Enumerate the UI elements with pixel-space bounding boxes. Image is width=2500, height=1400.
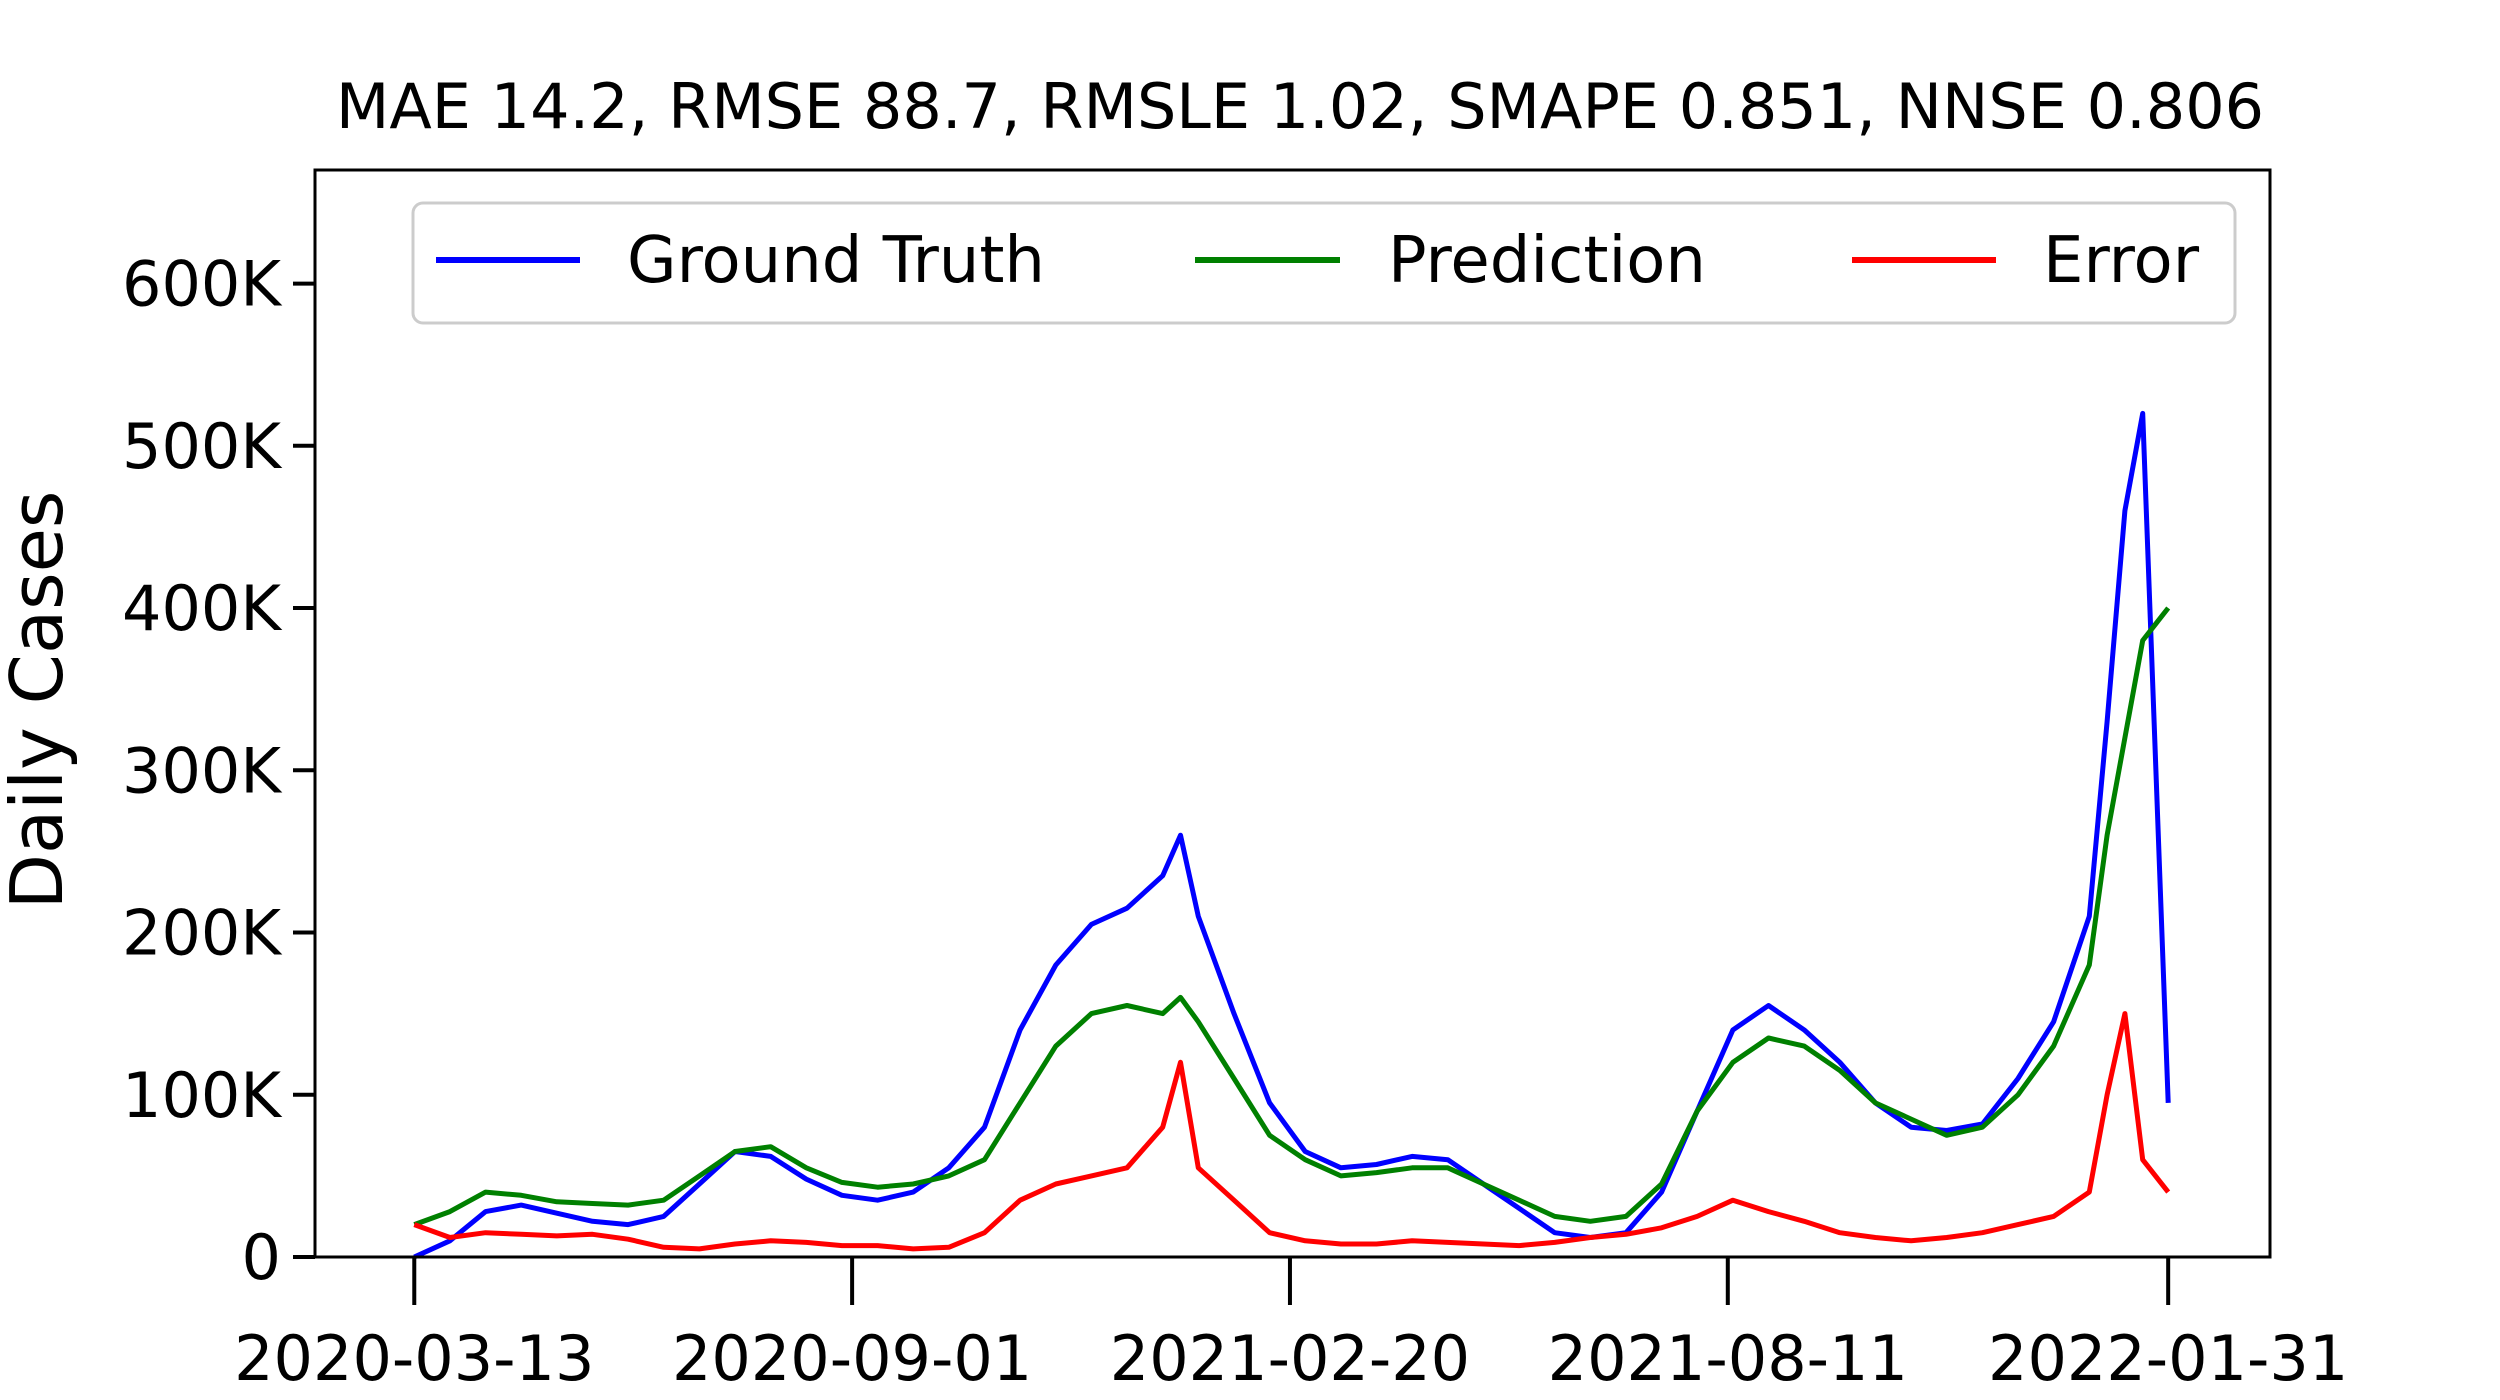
y-tick-label: 200K xyxy=(122,897,282,970)
y-tick-label: 600K xyxy=(122,248,282,321)
y-tick-label: 400K xyxy=(122,572,282,645)
x-tick-label: 2020-03-13 xyxy=(234,1322,594,1395)
plot-lines xyxy=(413,410,2171,1260)
x-tick-label: 2021-02-20 xyxy=(1110,1322,1470,1395)
y-tick-label: 500K xyxy=(122,410,282,483)
legend-label-prediction: Prediction xyxy=(1388,224,1706,298)
series-line-prediction xyxy=(413,606,2171,1227)
chart-title: MAE 14.2, RMSE 88.7, RMSLE 1.02, SMAPE 0… xyxy=(336,70,2264,143)
x-tick-label: 2021-08-11 xyxy=(1548,1322,1908,1395)
y-axis-label: Daily Cases xyxy=(0,491,79,910)
y-tick-label: 100K xyxy=(122,1059,282,1132)
y-axis: 0 100K 200K 300K 400K 500K 600K xyxy=(122,248,315,1294)
y-tick-label: 0 xyxy=(242,1221,281,1294)
x-axis: 2020-03-13 2020-09-01 2021-02-20 2021-08-11… xyxy=(234,1257,2348,1395)
x-tick-label: 2022-01-31 xyxy=(1988,1322,2348,1395)
legend-label-ground-truth: Ground Truth xyxy=(627,224,1045,298)
x-tick-label: 2020-09-01 xyxy=(672,1322,1032,1395)
plot-frame xyxy=(313,168,2272,1259)
y-tick-label: 300K xyxy=(122,734,282,807)
legend: Ground Truth Prediction Error xyxy=(411,201,2237,325)
series-line-error xyxy=(413,1011,2171,1252)
legend-label-error: Error xyxy=(2043,224,2200,298)
